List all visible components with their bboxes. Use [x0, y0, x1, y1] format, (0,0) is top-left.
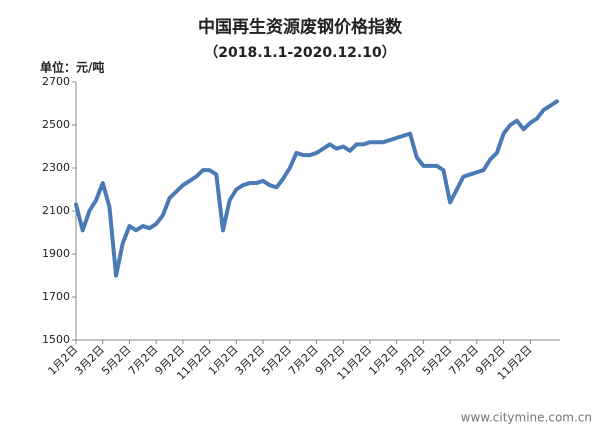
y-tick-label: 1500 [42, 333, 70, 346]
watermark: www.citymine.com.cn [461, 411, 592, 425]
chart-title: 中国再生资源废钢价格指数 [198, 17, 403, 38]
chart-subtitle: （2018.1.1-2020.12.10） [204, 45, 395, 61]
y-tick-label: 2300 [42, 161, 70, 174]
y-tick-label: 2100 [42, 204, 70, 217]
price-line [74, 99, 559, 278]
unit-label: 单位：元/吨 [40, 60, 104, 75]
y-tick-label: 2500 [42, 118, 70, 131]
y-tick-label: 2700 [42, 75, 70, 88]
y-tick-label: 1900 [42, 247, 70, 260]
y-tick-label: 1700 [42, 290, 70, 303]
